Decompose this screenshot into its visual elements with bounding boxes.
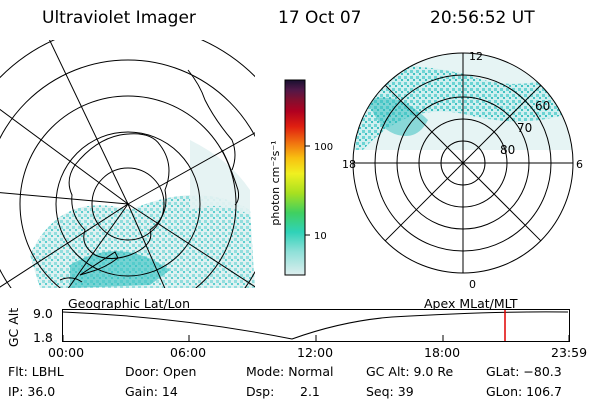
y-tick-9: 9.0 — [33, 306, 53, 321]
date-label: 17 Oct 07 — [278, 8, 362, 28]
info-ip: IP: 36.0 — [8, 384, 56, 399]
gc-alt-plot — [62, 309, 570, 342]
mlt-label-6: 6 — [576, 158, 583, 171]
info-glon: GLon: 106.7 — [486, 384, 562, 399]
gc-alt-axis-title: GC Alt — [6, 307, 22, 348]
colorbar-tick-100: 100 — [314, 142, 333, 153]
x-tick-1200: 12:00 — [297, 345, 334, 360]
lat-label-70: 70 — [517, 121, 532, 135]
instrument-title: Ultraviolet Imager — [42, 8, 196, 28]
mlt-label-18: 18 — [342, 158, 356, 171]
geographic-map — [0, 40, 255, 288]
info-dsp-label: Dsp: — [246, 384, 275, 399]
geographic-label: Geographic Lat/Lon — [68, 296, 190, 311]
colorbar: 100 10 photon cm⁻²s⁻¹ — [269, 79, 333, 276]
lat-label-60: 60 — [535, 99, 550, 113]
x-tick-2359: 23:59 — [551, 345, 588, 360]
info-glat: GLat: −80.3 — [486, 364, 562, 379]
info-dsp-value: 2.1 — [300, 384, 320, 399]
mlt-label-12: 12 — [469, 50, 483, 63]
info-flt: Flt: LBHL — [8, 364, 64, 379]
time-label: 20:56:52 UT — [430, 8, 535, 28]
x-tick-0000: 00:00 — [48, 345, 85, 360]
magnetic-polar-map: 12 18 6 0 60 70 80 — [342, 50, 583, 291]
colorbar-label: photon cm⁻²s⁻¹ — [269, 140, 282, 225]
x-tick-1800: 18:00 — [424, 345, 461, 360]
lat-label-80: 80 — [500, 143, 515, 157]
info-mode: Mode: Normal — [246, 364, 334, 379]
info-gain: Gain: 14 — [125, 384, 178, 399]
x-tick-0600: 06:00 — [170, 345, 207, 360]
y-tick-1-8: 1.8 — [33, 330, 53, 345]
colorbar-tick-10: 10 — [314, 231, 327, 242]
mlt-label-0: 0 — [469, 278, 476, 291]
info-gc-alt: GC Alt: 9.0 Re — [366, 364, 454, 379]
apex-label: Apex MLat/MLT — [424, 296, 518, 311]
info-door: Door: Open — [125, 364, 197, 379]
info-seq: Seq: 39 — [366, 384, 414, 399]
